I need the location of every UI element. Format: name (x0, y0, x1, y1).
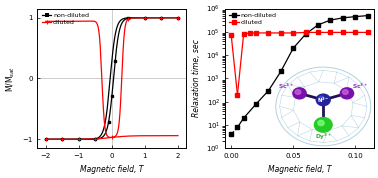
Legend: non-diluted, diluted: non-diluted, diluted (228, 12, 278, 26)
Y-axis label: Relaxation time, sec: Relaxation time, sec (192, 40, 201, 117)
X-axis label: Magnetic field, T: Magnetic field, T (268, 165, 331, 174)
Y-axis label: M/M$_{sat}$: M/M$_{sat}$ (4, 66, 17, 91)
X-axis label: Magnetic field, T: Magnetic field, T (80, 165, 144, 174)
Legend: non-diluted, diluted: non-diluted, diluted (40, 12, 90, 26)
